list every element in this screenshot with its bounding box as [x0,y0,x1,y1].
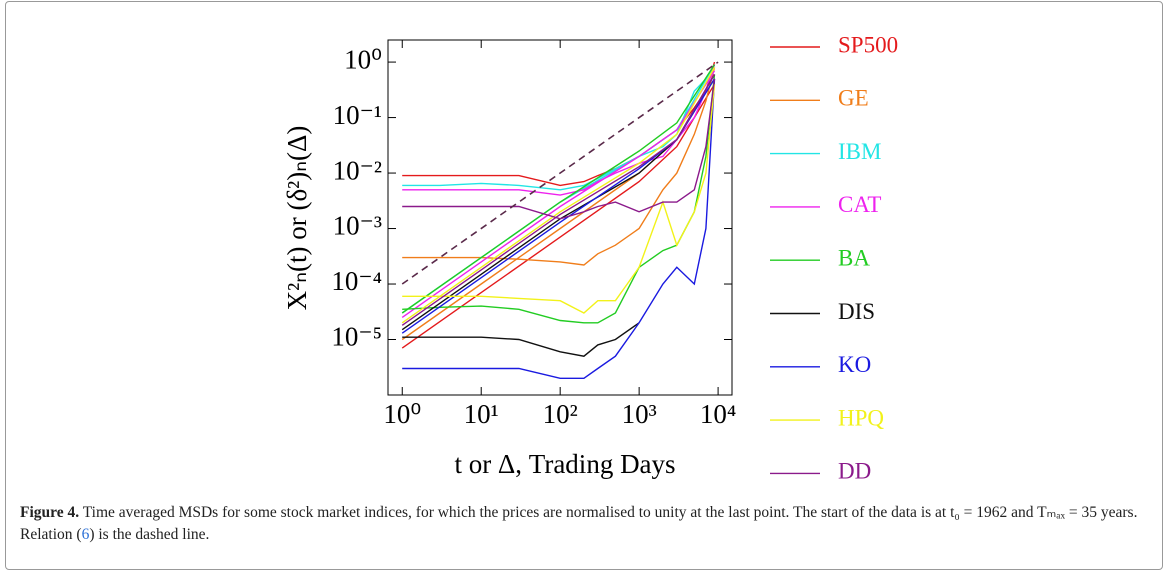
y-tick-label: 10⁻⁴ [331,266,382,296]
x-tick-label: 10³ [622,399,657,429]
msd-line [402,84,716,314]
legend-label: KO [838,352,871,377]
caption: Figure 4. Time averaged MSDs for some st… [20,502,1140,546]
reference-line [401,61,719,285]
figure-frame [5,1,1163,570]
legend-label: GE [838,86,869,111]
caption-ref[interactable]: 6 [81,526,90,543]
chart: t or Δ, Trading Days X²ₙ(t) or (δ²)ₙ(Δ) … [282,32,898,484]
legend-label: IBM [838,139,881,164]
caption-text: Time averaged MSDs for some stock market… [20,504,1138,543]
msd-line [402,322,640,357]
legend-label: BA [838,245,870,270]
x-tick-label: 10¹ [464,399,499,429]
msd-line [402,74,716,324]
y-tick-label: 10⁻³ [333,211,382,241]
msd-line [402,64,716,191]
msd-line [402,61,716,187]
y-axis-label: X²ₙ(t) or (δ²)ₙ(Δ) [282,126,312,311]
caption-label: Figure 4. [20,504,80,521]
x-tick-label: 10⁰ [383,399,421,429]
legend-label: SP500 [838,32,898,57]
msd-line [402,78,716,379]
legend-label: DD [838,459,871,484]
msd-line [402,78,716,220]
plot-frame [387,39,733,396]
x-tick-label: 10² [543,399,578,429]
tamsd-line [401,83,716,349]
legend-label: HPQ [838,405,884,430]
y-tick-label: 10⁰ [344,44,382,74]
y-tick-label: 10⁻² [333,155,382,185]
msd-line [402,64,716,196]
tamsd-line [401,64,716,314]
x-tick-label: 10⁴ [700,399,736,429]
y-tick-label: 10⁻⁵ [331,322,382,352]
tamsd-line [401,67,716,324]
legend-label: CAT [838,192,881,217]
y-tick-label: 10⁻¹ [333,100,382,130]
legend-label: DIS [838,299,875,324]
tamsd-line [401,64,716,314]
tamsd-line [401,74,716,326]
caption-text: ) is the dashed line. [89,526,210,543]
x-axis-label: t or Δ, Trading Days [454,449,675,479]
